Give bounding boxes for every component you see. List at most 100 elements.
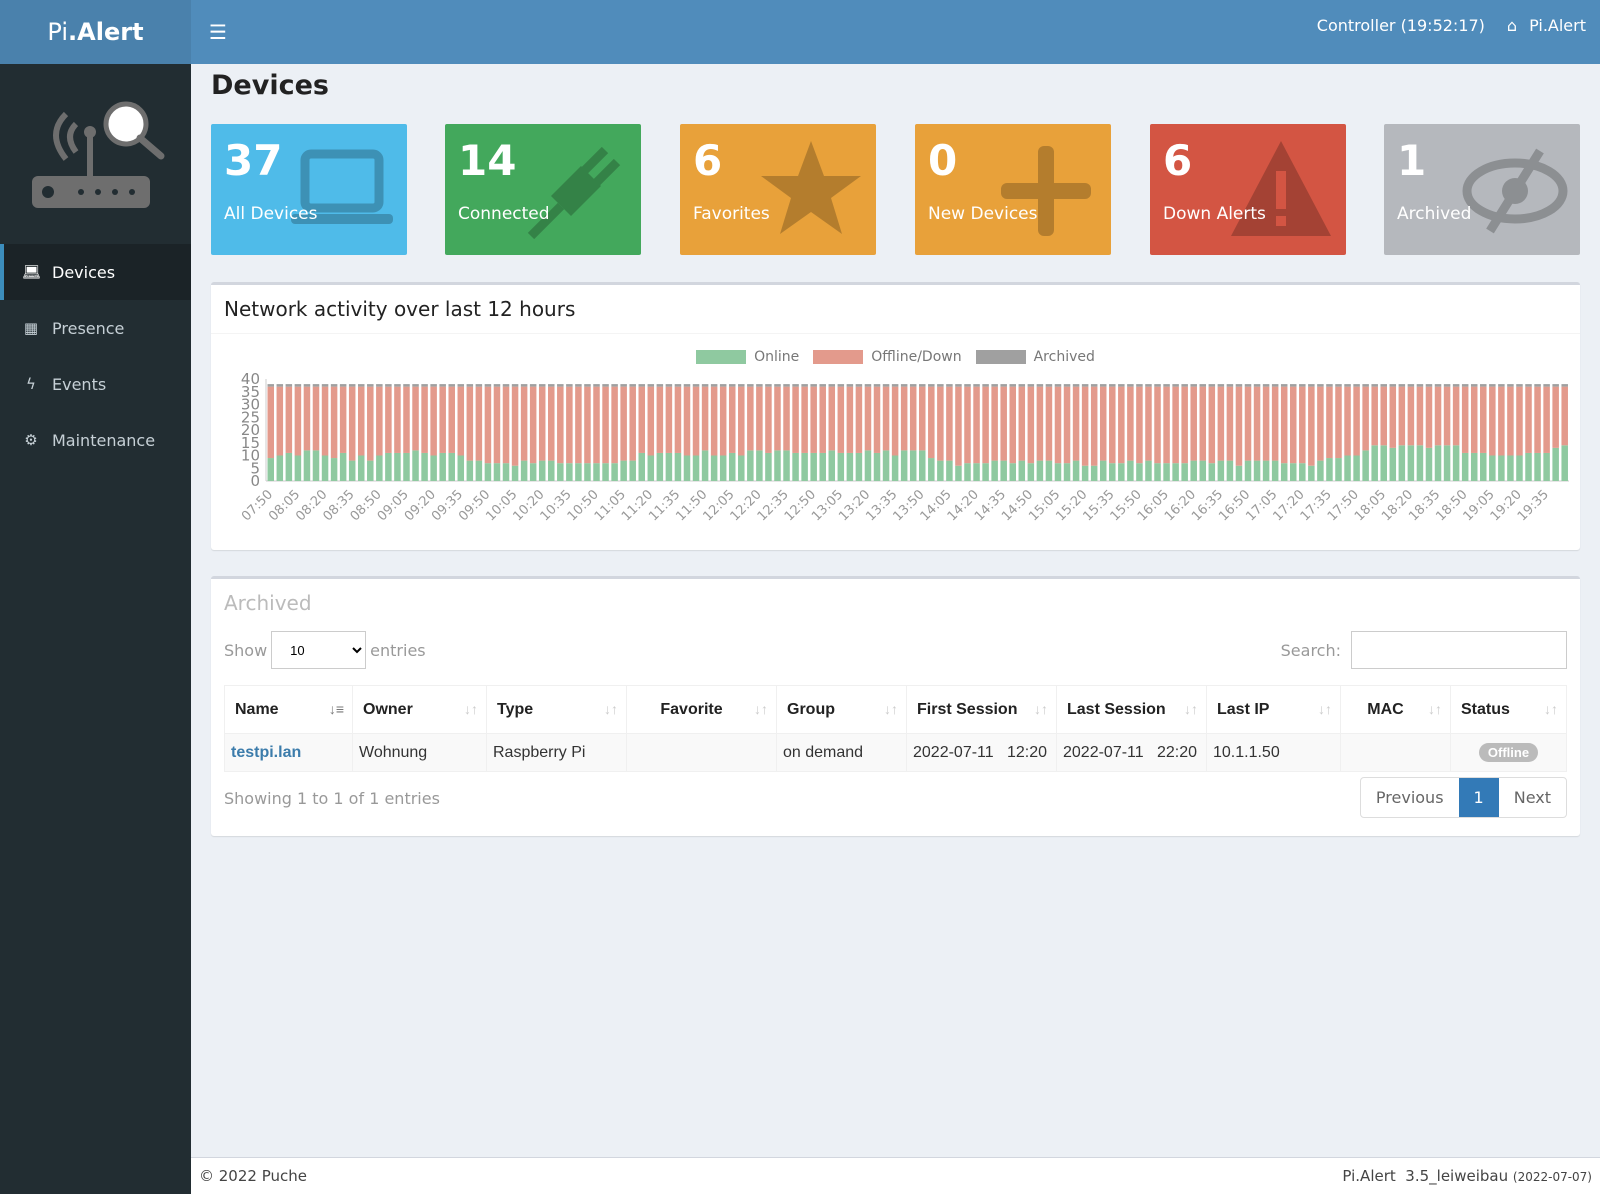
col-status[interactable]: Status ↓↑ — [1450, 685, 1567, 734]
bar-archived — [837, 384, 845, 387]
col-owner[interactable]: Owner ↓↑ — [352, 685, 487, 734]
bar-archived — [1271, 384, 1279, 387]
card-favorites[interactable]: 6 Favorites — [680, 124, 876, 255]
bar-archived — [1090, 384, 1098, 387]
bar-offline — [593, 386, 600, 464]
bar-online — [1226, 460, 1234, 481]
bar-online — [1362, 450, 1369, 481]
bar-online — [774, 450, 781, 481]
bar-archived — [339, 384, 347, 387]
y-tick-label: 25 — [241, 408, 260, 426]
bar-online — [710, 455, 718, 481]
bar-online — [801, 452, 808, 481]
sidebar-item-maintenance[interactable]: ⚙ Maintenance — [0, 412, 191, 468]
bar-offline — [357, 386, 365, 456]
app-logo[interactable]: Pi .Alert — [0, 0, 191, 64]
legend-online[interactable]: Online — [696, 349, 799, 365]
page-size-select[interactable]: 10 — [271, 631, 367, 669]
bar-offline — [1507, 386, 1514, 456]
user-menu[interactable]: ⌂ Pi.Alert — [1506, 16, 1586, 35]
bar-online — [321, 455, 329, 481]
calendar-icon: ▦ — [23, 319, 39, 337]
bar-archived — [1480, 384, 1487, 387]
bar-online — [1416, 445, 1424, 481]
bar-offline — [1235, 386, 1243, 466]
bar-online — [1280, 463, 1288, 481]
bar-offline — [900, 386, 908, 451]
bar-offline — [367, 386, 374, 461]
bar-offline — [520, 386, 528, 461]
bar-archived — [1299, 384, 1306, 387]
bar-offline — [955, 386, 962, 466]
bar-archived — [312, 384, 320, 387]
pagination: Previous 1 Next — [1359, 777, 1567, 818]
bar-offline — [1489, 386, 1496, 456]
bar-archived — [584, 384, 591, 387]
bar-offline — [674, 386, 682, 453]
sidebar-item-presence[interactable]: ▦ Presence — [23, 318, 125, 338]
legend-archived[interactable]: Archived — [975, 349, 1095, 365]
col-last-ip[interactable]: Last IP ↓↑ — [1206, 685, 1341, 734]
sidebar-item-devices[interactable]: 💻︎ Devices — [0, 244, 191, 300]
bar-online — [448, 452, 455, 481]
bar-online — [1027, 463, 1035, 481]
col-first-session[interactable]: First Session ↓↑ — [906, 685, 1057, 734]
bar-online — [638, 452, 646, 481]
hamburger-icon[interactable]: ☰ — [209, 20, 227, 44]
bar-archived — [1425, 384, 1433, 387]
bar-archived — [828, 384, 836, 387]
bar-online — [719, 455, 727, 481]
bar-offline — [1027, 386, 1035, 464]
device-link[interactable]: testpi.lan — [231, 743, 302, 761]
bar-offline — [1081, 386, 1089, 466]
bar-archived — [774, 384, 781, 387]
col-name[interactable]: Name ↓≡ — [224, 685, 353, 734]
bar-archived — [810, 384, 817, 387]
bar-offline — [1498, 386, 1505, 456]
card-down-alerts[interactable]: 6 Down Alerts — [1150, 124, 1346, 255]
bar-offline — [1344, 386, 1351, 456]
bar-online — [593, 463, 600, 481]
sidebar-item-events[interactable]: ϟ Events — [0, 356, 191, 412]
bar-online — [1072, 460, 1080, 481]
bar-archived — [376, 384, 383, 387]
bar-offline — [330, 386, 338, 459]
legend-offline[interactable]: Offline/Down — [813, 349, 962, 365]
bar-archived — [629, 384, 636, 387]
search-input[interactable] — [1351, 631, 1567, 669]
bar-online — [728, 452, 736, 481]
bar-online — [1452, 445, 1460, 481]
bar-online — [520, 460, 528, 481]
col-type[interactable]: Type ↓↑ — [486, 685, 627, 734]
page-1-button[interactable]: 1 — [1458, 778, 1499, 817]
bar-archived — [846, 384, 854, 387]
bar-offline — [575, 386, 582, 464]
bar-online — [1118, 463, 1125, 481]
col-favorite[interactable]: Favorite ↓↑ — [626, 685, 777, 734]
bar-archived — [991, 384, 998, 387]
bar-offline — [1145, 386, 1152, 461]
bar-online — [502, 463, 510, 481]
next-button[interactable]: Next — [1513, 788, 1551, 807]
bar-offline — [412, 386, 419, 451]
bar-offline — [747, 386, 754, 451]
archived-panel: Archived Show 10 entries Search: Name ↓≡ … — [211, 576, 1580, 836]
col-group[interactable]: Group ↓↑ — [776, 685, 907, 734]
bar-archived — [1154, 384, 1161, 387]
bar-offline — [439, 386, 446, 453]
bar-archived — [946, 384, 953, 387]
col-mac[interactable]: MAC ↓↑ — [1340, 685, 1451, 734]
bar-online — [611, 463, 618, 481]
bar-offline — [267, 386, 275, 459]
bar-offline — [511, 386, 519, 466]
card-connected[interactable]: 14 Connected — [445, 124, 641, 255]
card-archived[interactable]: 1 Archived — [1384, 124, 1580, 255]
bar-archived — [484, 384, 492, 387]
bar-offline — [1389, 386, 1397, 448]
bar-offline — [584, 386, 591, 464]
card-new-devices[interactable]: 0 New Devices — [915, 124, 1111, 255]
col-last-session[interactable]: Last Session ↓↑ — [1056, 685, 1207, 734]
card-all-devices[interactable]: 37 All Devices — [211, 124, 407, 255]
bar-offline — [1253, 386, 1261, 461]
previous-button[interactable]: Previous — [1375, 788, 1444, 807]
